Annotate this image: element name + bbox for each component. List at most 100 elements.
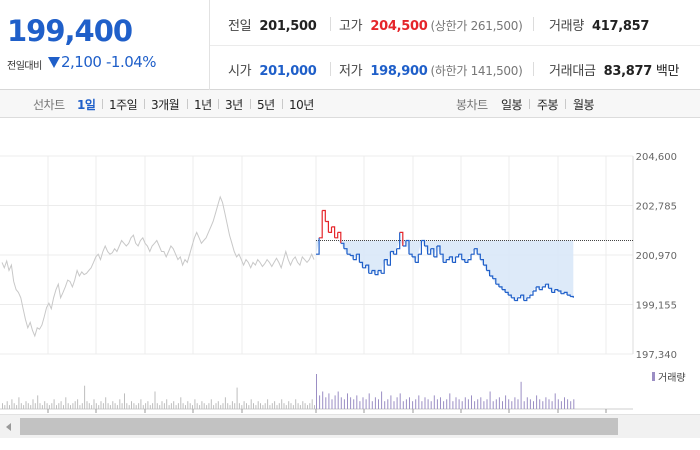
- divider: [529, 99, 530, 109]
- volume-bar: [316, 374, 317, 409]
- volume-bar: [93, 399, 95, 409]
- volume-bar: [185, 405, 186, 409]
- divider: [330, 17, 331, 31]
- volume-bar: [564, 397, 565, 409]
- volume-bar: [368, 393, 370, 409]
- volume-bar: [347, 393, 348, 409]
- today-line-down-segment: [495, 283, 500, 287]
- tab-1w[interactable]: 1주일: [109, 98, 138, 112]
- today-line-down-segment: [467, 254, 472, 261]
- volume-bar: [140, 399, 142, 409]
- today-line-down-segment: [440, 253, 444, 263]
- volume-bar: [98, 405, 100, 409]
- today-line-down-segment: [371, 269, 376, 275]
- today-line-up-segment: [328, 226, 333, 233]
- today-line-down-segment: [340, 242, 345, 249]
- today-line-down-segment: [505, 291, 509, 296]
- volume-bar: [492, 401, 494, 409]
- scroll-thumb[interactable]: [20, 418, 618, 435]
- chart-scrollbar[interactable]: [0, 414, 700, 438]
- today-line-down-segment: [511, 297, 515, 301]
- volume-bar: [109, 405, 111, 409]
- tab-1y[interactable]: 1년: [194, 98, 212, 112]
- today-line-down-segment: [353, 254, 357, 261]
- volume-bar: [81, 403, 83, 409]
- volume-bar: [440, 397, 441, 409]
- volume-value: 417,857: [591, 19, 650, 34]
- trade-value-info: 거래대금 83,877 백만: [549, 60, 679, 79]
- prev-close-label: 전일: [228, 19, 252, 34]
- tab-weekly-candle[interactable]: 주봉: [537, 98, 559, 112]
- volume-bar: [424, 397, 426, 409]
- volume-bar: [551, 401, 553, 409]
- volume-bar: [418, 395, 420, 409]
- volume-bar: [505, 395, 507, 409]
- volume-bar: [452, 401, 454, 409]
- tab-daily-candle[interactable]: 일봉: [501, 98, 523, 112]
- divider: [533, 17, 534, 31]
- divider: [210, 45, 700, 46]
- change-percent: -1.04%: [106, 53, 157, 71]
- tab-3m[interactable]: 3개월: [151, 98, 180, 112]
- volume-bar: [142, 405, 144, 409]
- volume-bar: [74, 401, 76, 409]
- high-value: 204,500: [370, 19, 428, 34]
- volume-bar: [51, 403, 53, 409]
- low-info: 저가 198,900 (하한가 141,500): [339, 60, 523, 79]
- volume-bar: [390, 395, 392, 409]
- today-line-down-segment: [551, 289, 556, 293]
- volume-bar: [234, 403, 236, 409]
- volume-bar: [260, 403, 261, 409]
- tab-5y[interactable]: 5년: [257, 98, 275, 112]
- volume-bar: [378, 399, 379, 409]
- volume-bar: [222, 403, 224, 409]
- volume-bar: [276, 405, 278, 409]
- volume-bar: [72, 403, 74, 409]
- volume-legend: 거래량: [652, 372, 686, 384]
- price-lines: [1, 195, 633, 338]
- volume-bar: [523, 401, 525, 409]
- volume-bar: [88, 403, 90, 409]
- volume-bar: [224, 397, 226, 409]
- volume-bar: [215, 403, 217, 409]
- volume-bar: [114, 403, 116, 409]
- today-line-down-segment: [564, 291, 568, 296]
- volume-bar: [486, 399, 488, 409]
- tab-10y[interactable]: 10년: [289, 98, 314, 112]
- volume-bar: [201, 401, 203, 409]
- today-line-down-segment: [368, 270, 373, 274]
- volume-bar: [297, 403, 299, 409]
- today-line-down-segment: [396, 232, 401, 250]
- chart-grid: [0, 155, 634, 355]
- tab-1d[interactable]: 1일: [77, 98, 96, 112]
- today-line-down-segment: [412, 256, 416, 263]
- low-label: 저가: [339, 64, 363, 79]
- open-value: 201,000: [259, 64, 317, 79]
- y-tick-label: 199,155: [636, 301, 677, 312]
- volume-bar: [415, 399, 417, 409]
- volume-bar: [283, 403, 285, 409]
- volume-bar: [199, 405, 201, 409]
- today-line-down-segment: [526, 295, 531, 299]
- quote-header: 199,400 전일대비 2,100 -1.04% 전일 201,500 고가 20…: [0, 0, 700, 90]
- today-line-down-segment: [452, 256, 457, 263]
- volume-bar: [189, 403, 191, 409]
- volume-bar: [177, 403, 179, 409]
- today-line-down-segment: [542, 284, 546, 288]
- volume-bar: [248, 405, 250, 409]
- volume-bar: [116, 405, 118, 409]
- today-line-down-segment: [418, 240, 422, 255]
- trade-value-unit: 백만: [655, 64, 680, 79]
- volume-bars: [0, 374, 633, 413]
- volume-legend-swatch: [652, 372, 655, 381]
- volume-bar: [100, 401, 102, 409]
- tab-3y[interactable]: 3년: [225, 98, 243, 112]
- today-line-down-segment: [498, 286, 503, 290]
- tab-monthly-candle[interactable]: 월봉: [573, 98, 595, 112]
- volume-bar: [350, 397, 352, 409]
- volume-bar: [180, 397, 182, 409]
- volume-bar: [309, 403, 311, 409]
- volume-bar: [480, 397, 482, 409]
- today-line-down-segment: [533, 286, 537, 292]
- scroll-left-arrow-icon[interactable]: [2, 420, 16, 434]
